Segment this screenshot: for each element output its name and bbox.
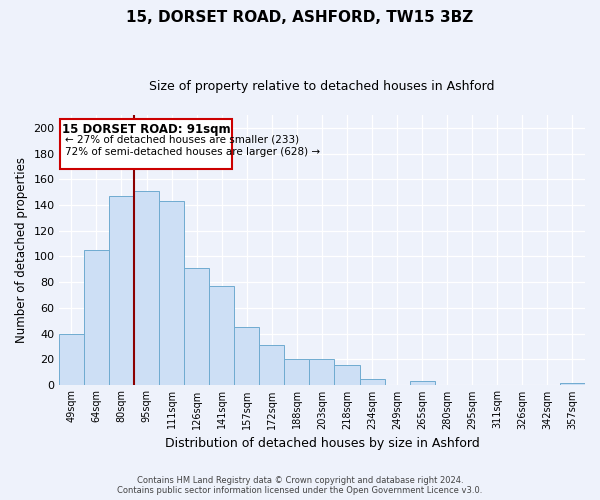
Bar	[59, 334, 84, 385]
Bar	[560, 382, 585, 385]
Text: 72% of semi-detached houses are larger (628) →: 72% of semi-detached houses are larger (…	[65, 147, 320, 157]
Text: Contains HM Land Registry data © Crown copyright and database right 2024.
Contai: Contains HM Land Registry data © Crown c…	[118, 476, 482, 495]
Bar	[359, 378, 385, 385]
FancyBboxPatch shape	[60, 119, 232, 169]
Bar	[134, 191, 159, 385]
Bar	[209, 286, 234, 385]
Bar	[184, 268, 209, 385]
X-axis label: Distribution of detached houses by size in Ashford: Distribution of detached houses by size …	[164, 437, 479, 450]
Text: 15 DORSET ROAD: 91sqm: 15 DORSET ROAD: 91sqm	[62, 122, 230, 136]
Bar	[284, 360, 310, 385]
Text: 15, DORSET ROAD, ASHFORD, TW15 3BZ: 15, DORSET ROAD, ASHFORD, TW15 3BZ	[127, 10, 473, 25]
Text: ← 27% of detached houses are smaller (233): ← 27% of detached houses are smaller (23…	[65, 134, 299, 144]
Bar	[109, 196, 134, 385]
Bar	[310, 360, 334, 385]
Bar	[159, 201, 184, 385]
Title: Size of property relative to detached houses in Ashford: Size of property relative to detached ho…	[149, 80, 494, 93]
Bar	[259, 345, 284, 385]
Bar	[234, 327, 259, 385]
Bar	[334, 364, 359, 385]
Bar	[84, 250, 109, 385]
Y-axis label: Number of detached properties: Number of detached properties	[15, 157, 28, 343]
Bar	[410, 382, 434, 385]
